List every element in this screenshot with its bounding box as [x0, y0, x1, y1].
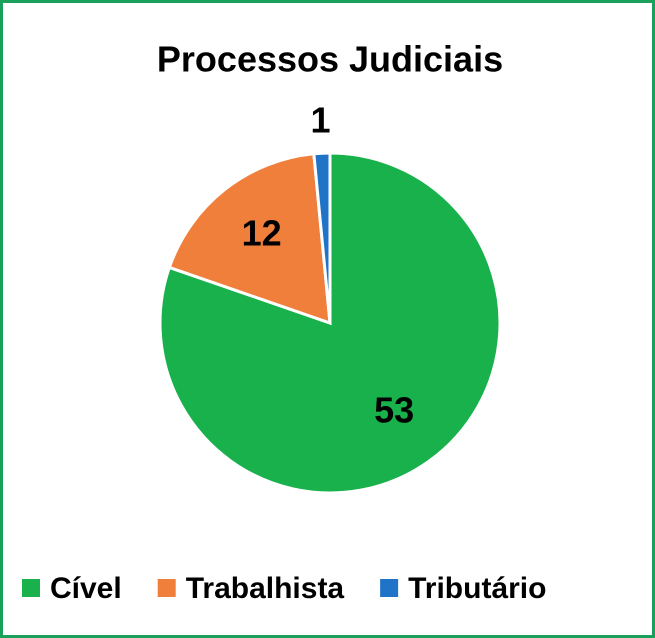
data-label: 53 [374, 390, 414, 431]
legend-swatch [22, 579, 40, 597]
legend-label: Tributário [408, 572, 546, 605]
data-label: 12 [242, 213, 282, 254]
data-label: 1 [310, 100, 330, 141]
legend-label: Cível [50, 572, 122, 605]
chart-title: Processos Judiciais [157, 39, 503, 80]
pie-slice [167, 152, 332, 326]
pie-slice [312, 151, 332, 324]
legend-swatch [380, 579, 399, 597]
legend-label: Trabalhista [186, 572, 345, 605]
legend-swatch [157, 579, 176, 597]
